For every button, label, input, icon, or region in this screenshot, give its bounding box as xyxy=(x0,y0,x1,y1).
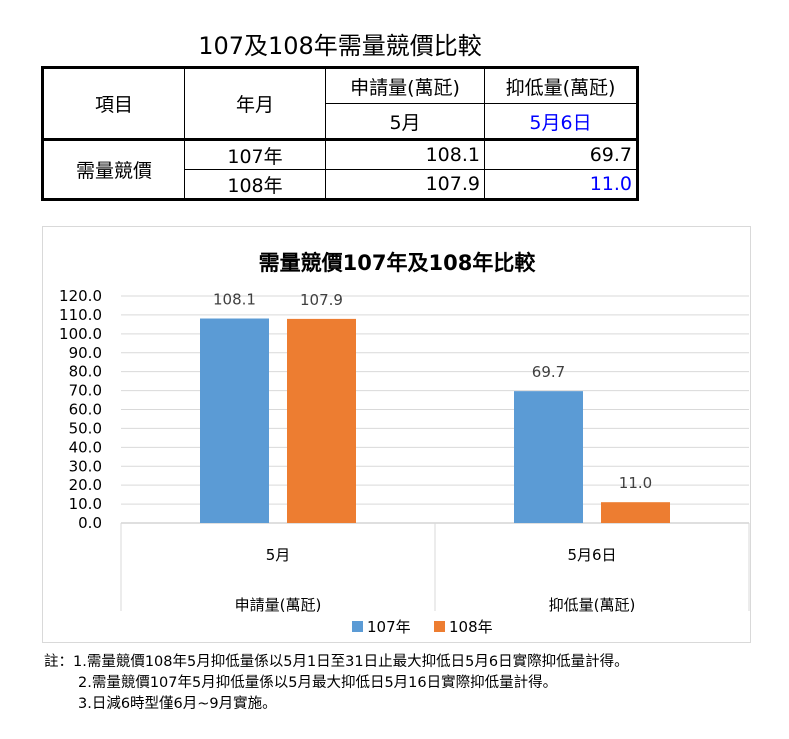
data-label: 11.0 xyxy=(619,474,652,492)
y-tick-label: 50.0 xyxy=(69,419,102,437)
bar xyxy=(287,318,356,523)
header-suppress: 抑低量(萬瓩) xyxy=(484,67,638,104)
data-label: 107.9 xyxy=(300,291,343,309)
chart-title: 需量競價107年及108年比較 xyxy=(259,251,537,275)
category-label: 5月 xyxy=(266,546,291,564)
cell-suppress-108: 11.0 xyxy=(484,169,638,200)
row-year-108: 108年 xyxy=(184,169,326,200)
note-3: 3.日減6時型僅6月~9月實施。 xyxy=(78,696,277,712)
group-label: 抑低量(萬瓩) xyxy=(549,596,636,614)
legend-swatch xyxy=(434,621,445,632)
y-tick-label: 30.0 xyxy=(69,457,102,475)
row-label: 需量競價 xyxy=(42,138,185,200)
y-tick-label: 10.0 xyxy=(69,495,102,513)
y-tick-label: 20.0 xyxy=(69,476,102,494)
y-tick-label: 60.0 xyxy=(69,401,102,419)
header-item: 項目 xyxy=(42,67,185,140)
y-tick-label: 0.0 xyxy=(78,514,102,532)
data-label: 108.1 xyxy=(213,291,256,309)
y-tick-label: 80.0 xyxy=(69,363,102,381)
y-tick-label: 90.0 xyxy=(69,344,102,362)
header-apply: 申請量(萬瓩) xyxy=(325,67,485,104)
chart-canvas: 需量競價107年及108年比較 0.010.020.030.040.050.06… xyxy=(59,251,750,636)
legend-label: 107年 xyxy=(367,618,411,636)
cell-apply-107: 108.1 xyxy=(325,138,485,170)
note-1: 註：1.需量競價108年5月抑低量係以5月1日至31日止最大抑低日5月6日實際抑… xyxy=(44,654,629,670)
footnotes: 註：1.需量競價108年5月抑低量係以5月1日至31日止最大抑低日5月6日實際抑… xyxy=(44,652,629,715)
bar xyxy=(601,502,670,523)
header-suppress-date: 5月6日 xyxy=(484,103,638,140)
legend-label: 108年 xyxy=(449,618,493,636)
note-2: 2.需量競價107年5月抑低量係以5月最大抑低日5月16日實際抑低量計得。 xyxy=(78,675,558,691)
y-tick-label: 40.0 xyxy=(69,438,102,456)
group-label: 申請量(萬瓩) xyxy=(235,596,322,614)
legend-swatch xyxy=(352,621,363,632)
comparison-table: 項目 年月 申請量(萬瓩) 抑低量(萬瓩) 5月 5月6日 需量競價 107年 … xyxy=(41,66,639,201)
data-label: 69.7 xyxy=(532,363,565,381)
y-tick-label: 120.0 xyxy=(59,287,102,305)
row-year-107: 107年 xyxy=(184,138,326,170)
table-title: 107及108年需量競價比較 xyxy=(198,32,482,60)
bar xyxy=(200,318,269,523)
category-label: 5月6日 xyxy=(567,546,616,564)
cell-apply-108: 107.9 xyxy=(325,169,485,200)
y-tick-label: 100.0 xyxy=(59,325,102,343)
header-yearmonth: 年月 xyxy=(184,67,326,140)
header-apply-month: 5月 xyxy=(325,103,485,140)
y-tick-label: 110.0 xyxy=(59,306,102,324)
bar-chart: 需量競價107年及108年比較 0.0 10.0 20.0 30.0 40.0 50.0 6… xyxy=(42,226,751,643)
y-tick-label: 70.0 xyxy=(69,382,102,400)
bar xyxy=(514,391,583,523)
cell-suppress-107: 69.7 xyxy=(484,138,638,170)
